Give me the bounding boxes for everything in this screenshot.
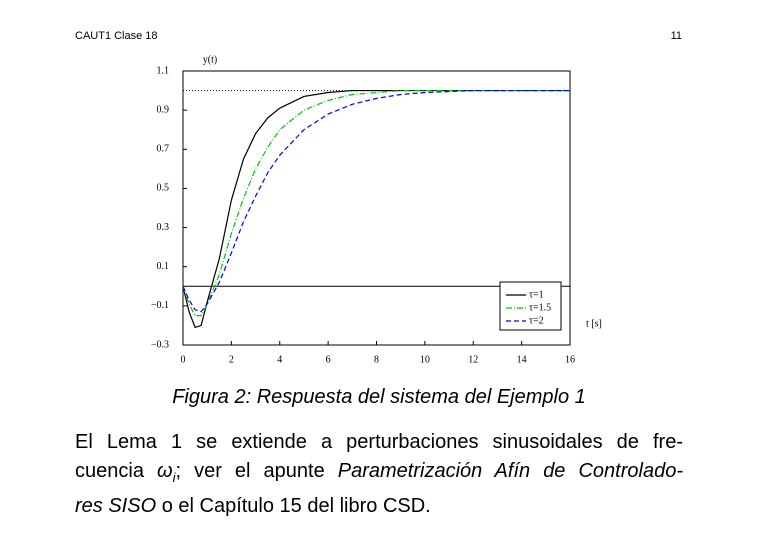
y-tick-label: 0.5 <box>157 183 170 194</box>
y-tick-label: −0.1 <box>151 300 169 311</box>
text-run: ω <box>157 460 173 482</box>
text-run: El Lema 1 se extiende a perturbaciones s… <box>75 431 683 453</box>
y-tick-label: 1.1 <box>157 65 170 76</box>
text-line: cuencia ωi; ver el apunte Parametrizació… <box>75 457 683 492</box>
text-line: res SISO o el Capítulo 15 del libro CSD. <box>75 492 683 521</box>
legend-box <box>499 281 562 331</box>
y-tick-label: 0.1 <box>157 261 170 272</box>
x-tick-label: 8 <box>374 354 379 365</box>
page-number: 11 <box>670 30 682 42</box>
x-tick-label: 2 <box>229 354 234 365</box>
legend-label: τ=1 <box>529 289 544 300</box>
x-tick-label: 6 <box>326 354 331 365</box>
x-tick-label: 0 <box>181 354 186 365</box>
legend-label: τ=2 <box>529 315 544 326</box>
y-axis-label: y(t) <box>203 54 217 65</box>
y-tick-label: −0.3 <box>151 339 169 350</box>
y-tick-label: 0.3 <box>157 222 170 233</box>
x-axis-label: t [s] <box>586 318 602 329</box>
y-tick-label: 0.9 <box>157 104 170 115</box>
text-run: o el Capítulo 15 del libro CSD. <box>156 495 431 517</box>
x-tick-label: 4 <box>277 354 282 365</box>
text-line: El Lema 1 se extiende a perturbaciones s… <box>75 428 683 457</box>
legend-label: τ=1.5 <box>529 302 551 313</box>
x-tick-label: 10 <box>420 354 430 365</box>
text-run: ; ver el apunte <box>175 460 338 482</box>
text-run: cuencia <box>75 460 157 482</box>
y-tick-label: 0.7 <box>157 144 170 155</box>
series-line <box>182 89 570 329</box>
header-left: CAUT1 Clase 18 <box>75 30 158 42</box>
paragraph: El Lema 1 se extiende a perturbaciones s… <box>75 428 683 521</box>
x-tick-label: 12 <box>468 354 478 365</box>
x-tick-label: 16 <box>565 354 575 365</box>
text-run: res SISO <box>75 495 157 517</box>
figure-caption: Figura 2: Respuesta del sistema del Ejem… <box>172 386 586 408</box>
text-run: i <box>172 470 176 485</box>
series-line <box>182 89 570 313</box>
text-run: Parametrización Afín de Controlado- <box>337 460 683 482</box>
chart: y(t) t [s] −0.3 −0.1 0.1 0.3 0.5 0.7 0.9 1.1 0 2 4… <box>151 54 602 365</box>
x-tick-label: 14 <box>517 354 527 365</box>
